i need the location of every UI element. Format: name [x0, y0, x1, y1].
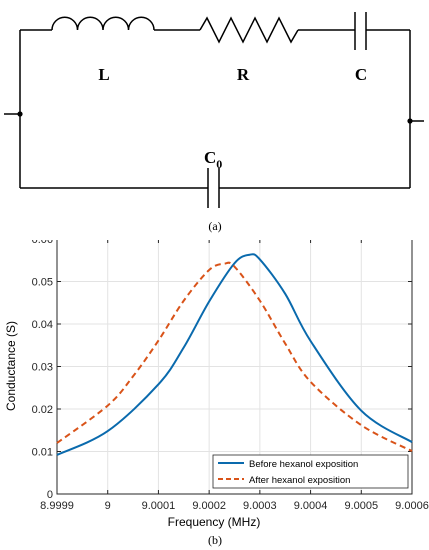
- y-tick-label: 0.04: [32, 319, 53, 331]
- x-tick-label: 9.0002: [192, 500, 226, 512]
- x-tick-label: 9.0004: [294, 500, 328, 512]
- y-axis-label: Conductance (S): [4, 321, 18, 411]
- chart-grid: [57, 240, 412, 494]
- x-tick-label: 8.9999: [40, 500, 74, 512]
- legend-label-before: Before hexanol exposition: [249, 459, 358, 470]
- y-tick-label: 0.06: [32, 240, 53, 246]
- x-tick-label: 9.0006: [395, 500, 429, 512]
- y-tick-label: 0.02: [32, 404, 53, 416]
- chart-series: [56, 253, 413, 456]
- series-line-before: [56, 253, 413, 456]
- y-tick-label: 0.01: [32, 447, 53, 459]
- caption-a: (a): [208, 219, 221, 233]
- label-C0-main: C: [204, 148, 216, 167]
- y-tick-label: 0: [47, 489, 53, 501]
- axis-ticks: 8.9999 9 9.0001 9.0002 9.0003 9.0004 9.0005 9.0…: [32, 240, 429, 512]
- y-tick-label: 0.05: [32, 277, 53, 289]
- inductor-symbol: [51, 16, 155, 31]
- x-tick-label: 9: [105, 500, 111, 512]
- x-tick-label: 9.0001: [142, 500, 176, 512]
- legend-label-after: After hexanol exposition: [249, 475, 350, 486]
- x-tick-label: 9.0003: [243, 500, 277, 512]
- resistor-symbol: [199, 16, 299, 44]
- label-R: R: [237, 65, 250, 84]
- label-L: L: [98, 65, 109, 84]
- x-axis-label: Frequency (MHz): [168, 515, 261, 529]
- series-line-after: [56, 261, 413, 452]
- label-C: C: [355, 65, 367, 84]
- node-right: [407, 118, 413, 124]
- caption-b: (b): [208, 533, 222, 547]
- conductance-chart: 8.9999 9 9.0001 9.0002 9.0003 9.0004 9.0005 9.0…: [4, 240, 429, 547]
- label-C0-subscript: 0: [216, 157, 222, 171]
- circuit-diagram: L R C C0 (a): [4, 12, 424, 233]
- y-tick-label: 0.03: [32, 362, 53, 374]
- x-tick-label: 9.0005: [344, 500, 378, 512]
- node-left: [17, 111, 23, 117]
- legend-box: [212, 454, 409, 489]
- label-C0: C0: [204, 148, 222, 171]
- legend: Before hexanol exposition After hexanol …: [212, 454, 409, 489]
